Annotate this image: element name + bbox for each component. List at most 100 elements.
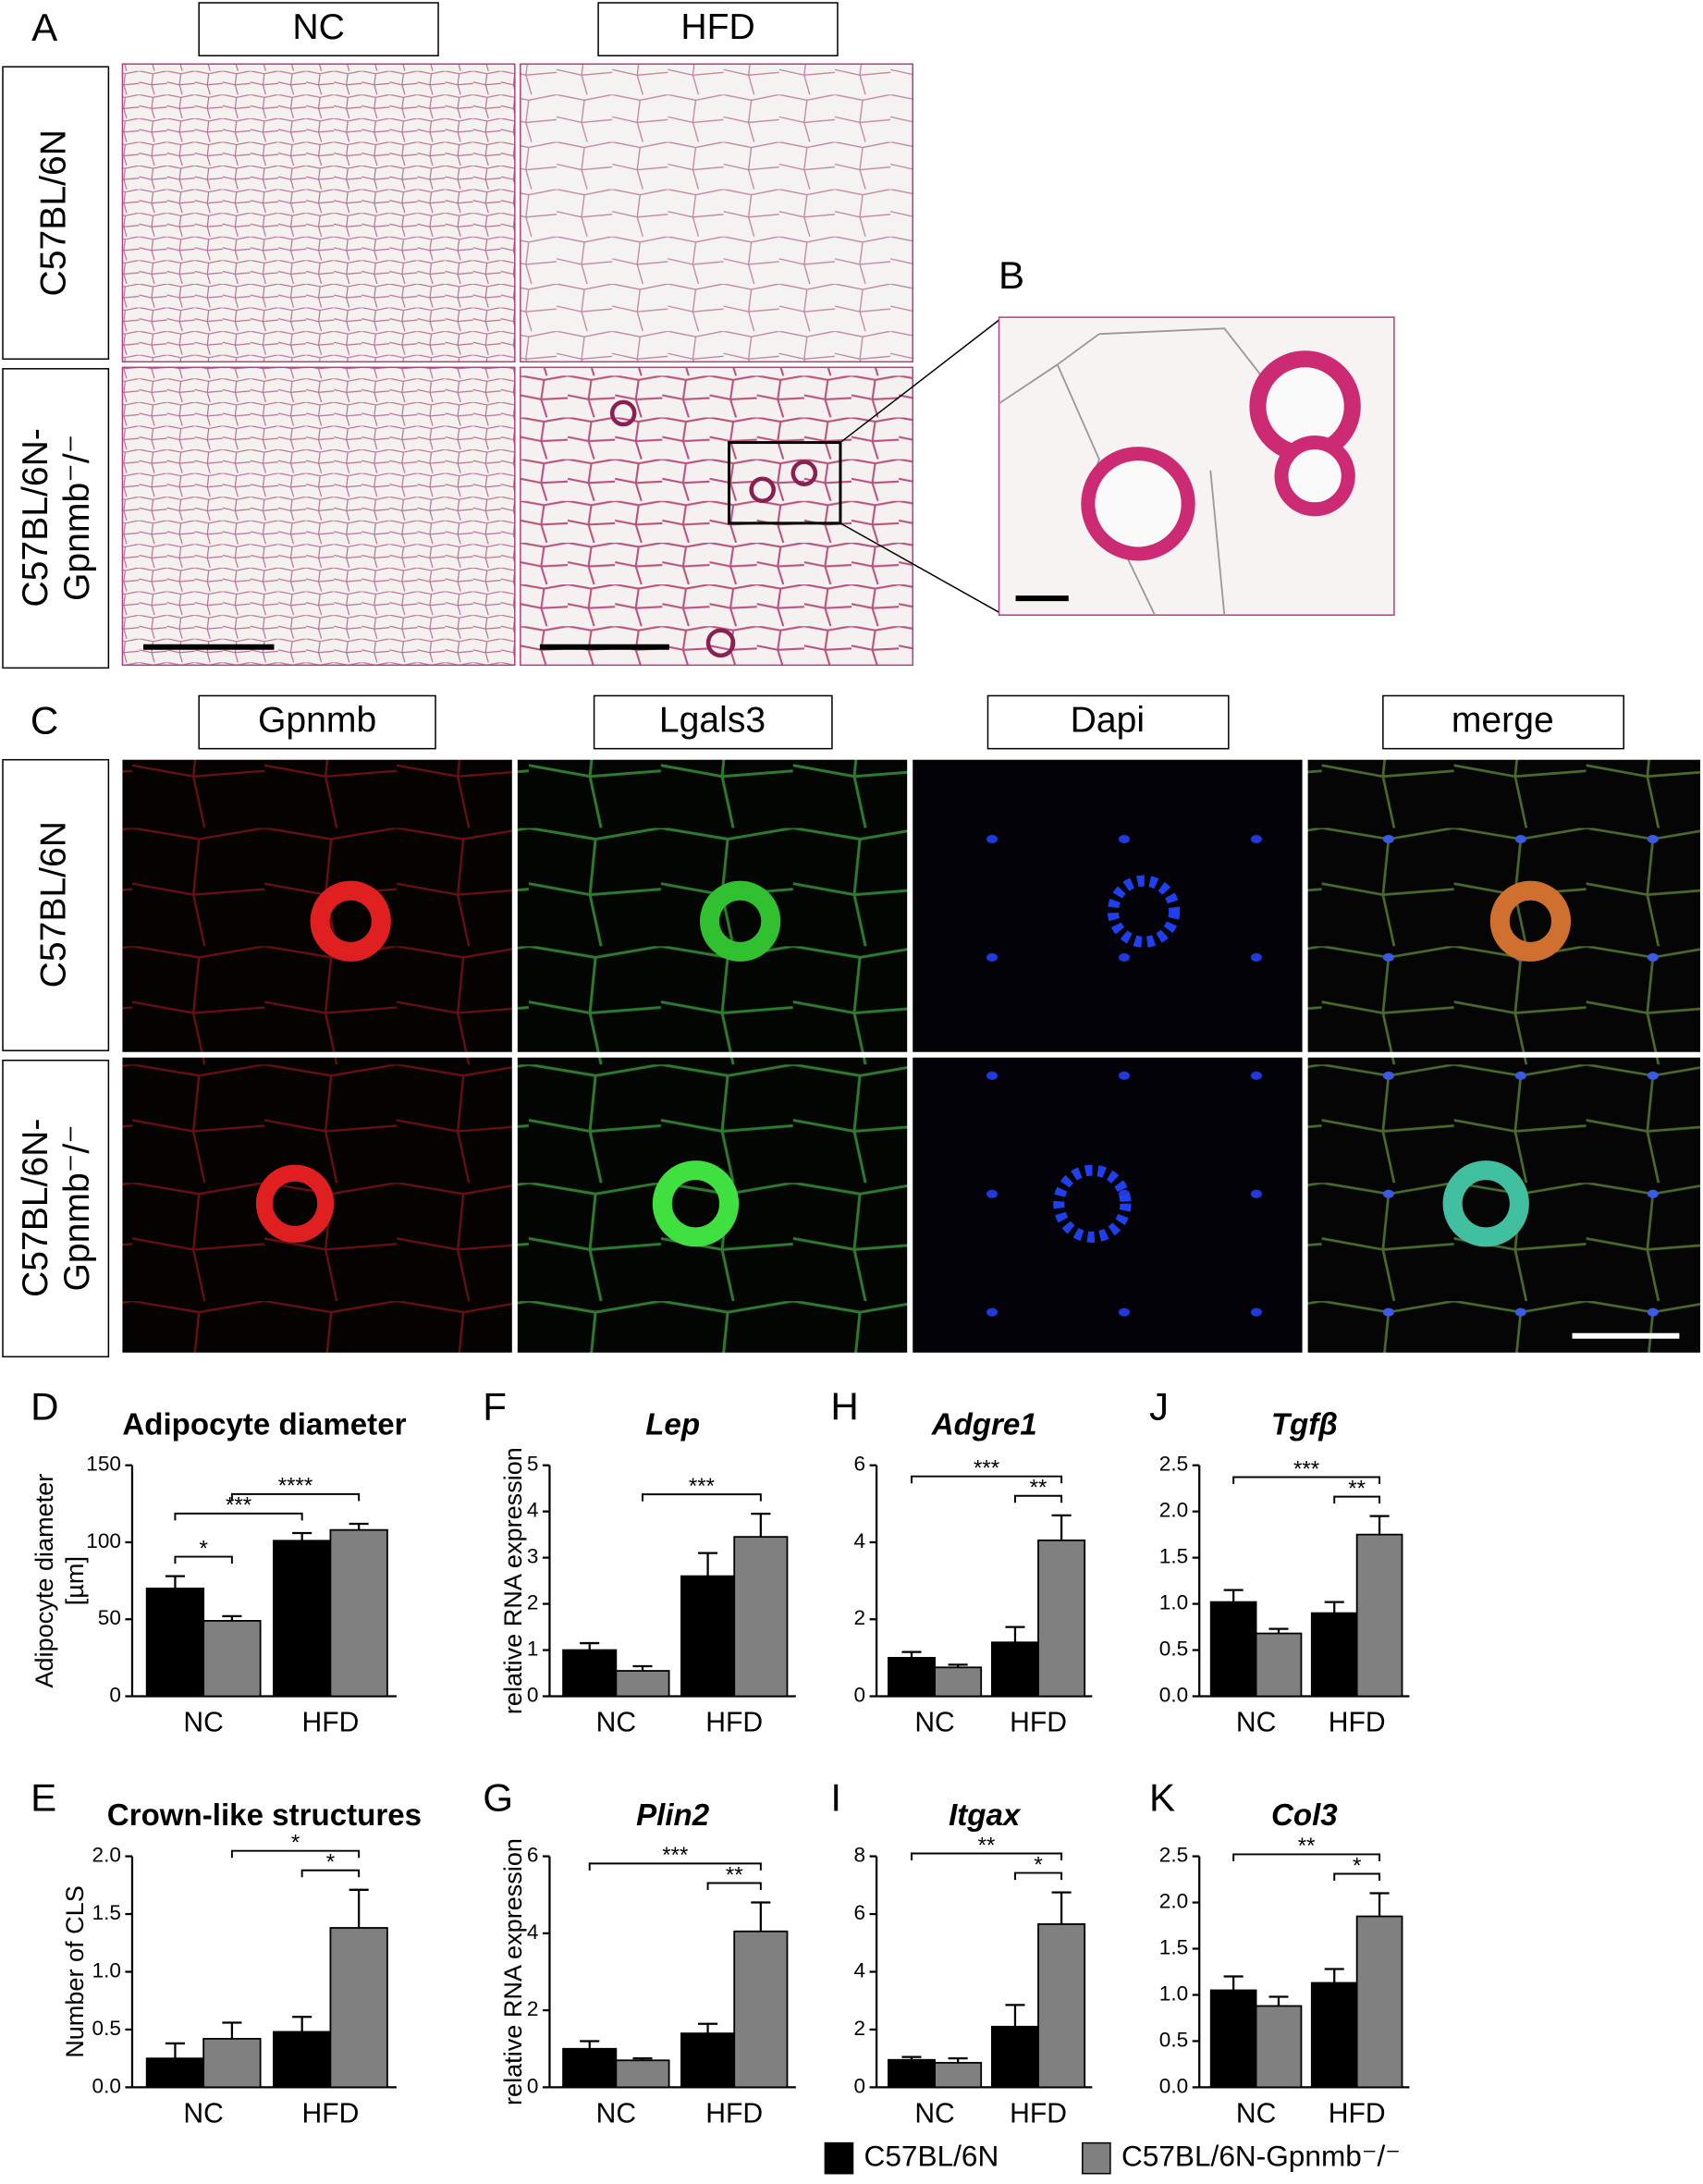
significance-label: *** xyxy=(1293,1456,1319,1481)
bar xyxy=(562,2047,618,2089)
significance-label: * xyxy=(326,1850,335,1875)
y-tick-label: 1.0 xyxy=(92,1958,121,1982)
y-tick-label: 0.0 xyxy=(1159,1683,1188,1706)
panel-letter: D xyxy=(31,1385,58,1429)
significance-bracket xyxy=(174,1555,233,1564)
crown-structure xyxy=(1489,880,1572,962)
bar xyxy=(1209,1601,1257,1698)
micrograph xyxy=(121,366,516,667)
significance-label: ** xyxy=(1348,1476,1366,1501)
crown-structure xyxy=(652,1160,740,1247)
y-tick-label: 1.5 xyxy=(1159,1545,1188,1568)
bar xyxy=(273,1540,332,1698)
bar xyxy=(1255,1632,1303,1698)
bar-chart: G Plin2 relative RNA expression 0 2 4 6 NC HFD **… xyxy=(483,1776,796,2129)
y-tick-label: 2.0 xyxy=(92,1844,121,1867)
bar xyxy=(1310,1612,1358,1698)
x-tick-label: NC xyxy=(914,1708,954,1738)
bar-chart: F Lep relative RNA expression 0 1 2 3 4 5 NC HFD **… xyxy=(483,1385,796,1738)
y-tick-label: 0.5 xyxy=(92,2017,121,2040)
bar xyxy=(273,2031,332,2089)
y-tick-label: 2.5 xyxy=(1159,1453,1188,1476)
significance-label: **** xyxy=(278,1474,312,1499)
zoom-box xyxy=(728,441,842,525)
y-tick-label: 4 xyxy=(527,1920,539,1944)
column-header: Gpnmb xyxy=(258,700,376,740)
y-tick-label: 6 xyxy=(853,1901,865,1924)
crown-structure xyxy=(1053,1164,1132,1243)
crown-structure xyxy=(749,476,776,504)
fluorescence-image xyxy=(517,1057,908,1353)
x-tick-label: HFD xyxy=(705,1708,763,1738)
significance-label: *** xyxy=(662,1843,688,1868)
significance-label: *** xyxy=(974,1456,999,1481)
bar xyxy=(1255,2005,1303,2089)
panel-letter: F xyxy=(483,1385,507,1429)
y-tick-label: 6 xyxy=(853,1453,865,1476)
row-box xyxy=(2,758,110,1051)
bar xyxy=(733,1536,789,1698)
header-box xyxy=(986,694,1230,750)
panel-letter: H xyxy=(830,1385,858,1429)
panel-letter: C xyxy=(31,699,58,742)
bar xyxy=(934,1666,983,1698)
bar xyxy=(145,2057,205,2089)
bar xyxy=(934,2061,983,2089)
row-header: C57BL/6N- xyxy=(16,428,55,607)
chart-title: Adgre1 xyxy=(931,1407,1037,1442)
y-axis-label: relative RNA expression xyxy=(498,1838,527,2105)
crown-structure xyxy=(310,880,391,962)
bar xyxy=(329,1927,388,2089)
significance-label: ** xyxy=(726,1862,743,1887)
fluorescence-image xyxy=(913,759,1303,1052)
x-tick-label: NC xyxy=(596,1708,636,1738)
bar xyxy=(1037,1923,1086,2089)
bar xyxy=(562,1649,618,1698)
panel-letter: E xyxy=(31,1776,56,1820)
y-tick-label: 0.5 xyxy=(1159,1638,1188,1661)
chart-title: Tgfβ xyxy=(1271,1407,1338,1442)
micrograph xyxy=(520,366,913,667)
bar xyxy=(733,1930,789,2089)
y-tick-label: 50 xyxy=(98,1606,121,1629)
row-header: Gpnmb⁻/⁻ xyxy=(57,1124,97,1291)
panel-letter: A xyxy=(31,6,58,49)
crown-structure xyxy=(1081,447,1195,561)
y-tick-label: 150 xyxy=(86,1453,121,1476)
significance-bracket xyxy=(588,1862,762,1871)
significance-bracket xyxy=(1333,1495,1381,1504)
bar xyxy=(145,1588,205,1698)
micrograph xyxy=(121,63,516,363)
bar xyxy=(888,2058,936,2089)
y-tick-label: 1.0 xyxy=(1159,1982,1188,2005)
significance-bracket xyxy=(1013,1494,1063,1503)
y-tick-label: 0.5 xyxy=(1159,2028,1188,2051)
crown-structure xyxy=(699,880,781,962)
cell-wall xyxy=(999,327,1309,616)
significance-bracket xyxy=(1013,1871,1063,1881)
bar xyxy=(615,1670,670,1698)
header-box xyxy=(597,2,839,56)
y-tick-label: 0 xyxy=(853,1683,865,1706)
header-box xyxy=(198,2,439,56)
significance-bracket xyxy=(1333,1872,1381,1882)
header-box xyxy=(593,694,833,750)
chart-title: Crown-like structures xyxy=(107,1798,422,1833)
significance-bracket xyxy=(174,1512,303,1521)
header-box xyxy=(1382,694,1624,750)
y-tick-label: 0.0 xyxy=(92,2074,121,2097)
significance-label: * xyxy=(1034,1852,1042,1877)
x-tick-label: HFD xyxy=(1329,1708,1386,1738)
y-tick-label: 5 xyxy=(527,1453,539,1476)
x-tick-label: HFD xyxy=(1010,2098,1067,2129)
legend-label: C57BL/6N xyxy=(864,2140,999,2173)
significance-bracket xyxy=(1232,1476,1381,1485)
y-axis-label: Adipocyte diameter xyxy=(30,1474,58,1688)
y-tick-label: 4 xyxy=(853,1958,865,1982)
x-tick-label: NC xyxy=(1236,1708,1276,1738)
x-tick-label: NC xyxy=(914,2098,954,2129)
crown-structure xyxy=(1442,1160,1529,1247)
